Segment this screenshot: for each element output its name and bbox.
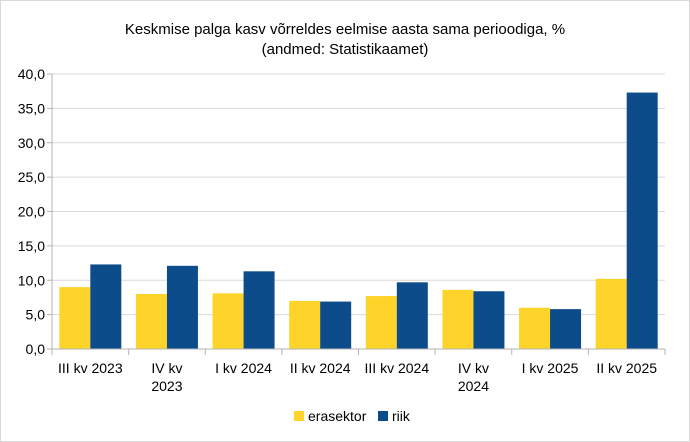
bar-riik (243, 271, 275, 349)
y-tick-label: 0,0 (26, 341, 46, 357)
y-tick-label: 35,0 (18, 100, 45, 116)
bar-erasektor (365, 296, 397, 349)
bar-riik (166, 265, 198, 349)
bar-riik (320, 301, 352, 349)
y-tick-label: 15,0 (18, 238, 45, 254)
bars (59, 92, 658, 349)
y-axis: 0,0 5,0 10,0 15,0 20,0 25,0 30,0 35,0 40,0 (18, 66, 53, 357)
x-tick-label: 2024 (458, 378, 489, 394)
bar-riik (626, 92, 658, 349)
y-tick-label: 25,0 (18, 169, 45, 185)
legend-swatch-erasektor (294, 411, 304, 421)
bar-riik (90, 264, 122, 349)
bar-riik (550, 309, 582, 349)
bar-erasektor (442, 289, 474, 349)
x-tick-label: IV kv (151, 360, 182, 376)
x-tick-label: 2023 (151, 378, 182, 394)
x-tick-label: IV kv (458, 360, 489, 376)
chart-subtitle: (andmed: Statistikaamet) (262, 41, 429, 58)
bar-riik (396, 282, 428, 349)
bar-erasektor (289, 300, 321, 349)
y-tick-label: 10,0 (18, 272, 45, 288)
y-tick-label: 5,0 (26, 307, 46, 323)
x-tick-label: II kv 2024 (290, 360, 351, 376)
bar-erasektor (595, 278, 627, 349)
x-axis: III kv 2023 IV kv 2023 I kv 2024 II kv 2024 I… (51, 348, 666, 394)
x-tick-label: II kv 2025 (596, 360, 657, 376)
legend-swatch-riik (378, 411, 388, 421)
legend-label-erasektor: erasektor (308, 408, 367, 424)
y-tick-label: 20,0 (18, 204, 45, 220)
bar-erasektor (519, 307, 551, 349)
bar-erasektor (212, 293, 244, 349)
x-tick-label: I kv 2024 (215, 360, 272, 376)
bar-erasektor (59, 287, 91, 349)
bar-erasektor (135, 294, 167, 349)
x-tick-label: III kv 2024 (365, 360, 430, 376)
bar-riik (473, 291, 505, 349)
y-tick-label: 30,0 (18, 135, 45, 151)
legend-label-riik: riik (392, 408, 411, 424)
chart-title: Keskmise palga kasv võrreldes eelmise aa… (125, 21, 565, 38)
y-tick-label: 40,0 (18, 66, 45, 82)
x-tick-label: I kv 2025 (522, 360, 579, 376)
legend: erasektor riik (294, 408, 411, 424)
x-tick-label: III kv 2023 (58, 360, 123, 376)
